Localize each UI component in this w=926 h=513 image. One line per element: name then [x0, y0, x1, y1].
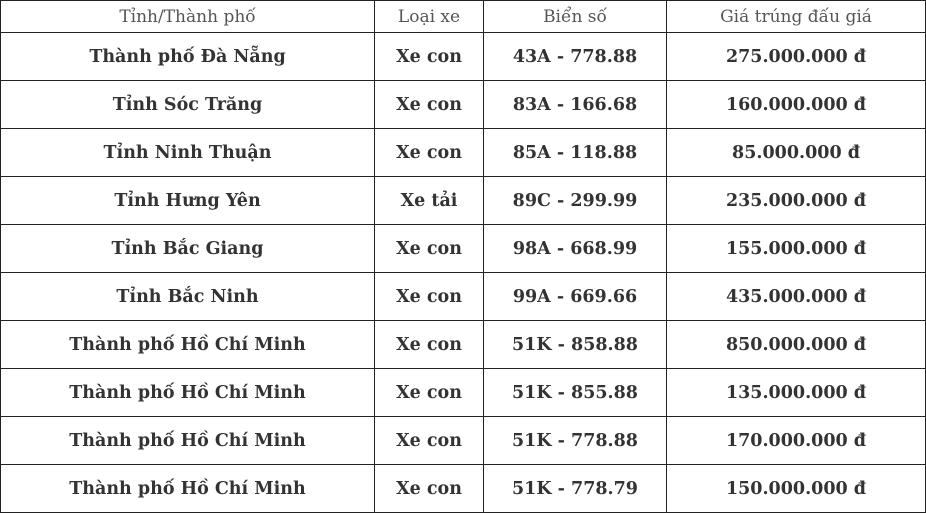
- cell-plate-number: 83A - 166.68: [483, 80, 667, 129]
- cell-plate-number: 99A - 669.66: [483, 272, 667, 321]
- cell-province: Thành phố Hồ Chí Minh: [0, 320, 375, 369]
- table-row: Tỉnh Ninh Thuận Xe con 85A - 118.88 85.000.…: [0, 128, 926, 177]
- cell-plate-number: 51K - 778.88: [483, 416, 667, 465]
- header-vehicle-type: Loại xe: [374, 0, 484, 33]
- header-winning-price: Giá trúng đấu giá: [666, 0, 926, 33]
- cell-vehicle-type: Xe con: [374, 464, 484, 513]
- cell-plate-number: 51K - 855.88: [483, 368, 667, 417]
- table-row: Thành phố Hồ Chí Minh Xe con 51K - 855.88 1…: [0, 368, 926, 417]
- header-province: Tỉnh/Thành phố: [0, 0, 375, 33]
- cell-province: Thành phố Đà Nẵng: [0, 32, 375, 81]
- table-row: Tỉnh Bắc Ninh Xe con 99A - 669.66 435.000.0…: [0, 272, 926, 321]
- cell-province: Tỉnh Sóc Trăng: [0, 80, 375, 129]
- cell-province: Tỉnh Hưng Yên: [0, 176, 375, 225]
- table-row: Thành phố Hồ Chí Minh Xe con 51K - 778.79 1…: [0, 464, 926, 513]
- header-row: Tỉnh/Thành phố Loại xe Biển số Giá trúng đấ…: [0, 0, 926, 33]
- cell-winning-price: 170.000.000 đ: [666, 416, 926, 465]
- cell-winning-price: 850.000.000 đ: [666, 320, 926, 369]
- cell-province: Tỉnh Bắc Giang: [0, 224, 375, 273]
- table-row: Tỉnh Bắc Giang Xe con 98A - 668.99 155.000.…: [0, 224, 926, 273]
- cell-vehicle-type: Xe con: [374, 224, 484, 273]
- cell-vehicle-type: Xe con: [374, 416, 484, 465]
- cell-winning-price: 435.000.000 đ: [666, 272, 926, 321]
- table-row: Thành phố Hồ Chí Minh Xe con 51K - 858.88 8…: [0, 320, 926, 369]
- cell-province: Thành phố Hồ Chí Minh: [0, 416, 375, 465]
- cell-vehicle-type: Xe tải: [374, 176, 484, 225]
- cell-plate-number: 51K - 858.88: [483, 320, 667, 369]
- cell-vehicle-type: Xe con: [374, 320, 484, 369]
- cell-plate-number: 85A - 118.88: [483, 128, 667, 177]
- table-row: Thành phố Đà Nẵng Xe con 43A - 778.88 275.0…: [0, 32, 926, 81]
- table-row: Tỉnh Hưng Yên Xe tải 89C - 299.99 235.000.0…: [0, 176, 926, 225]
- cell-plate-number: 43A - 778.88: [483, 32, 667, 81]
- cell-plate-number: 51K - 778.79: [483, 464, 667, 513]
- cell-vehicle-type: Xe con: [374, 32, 484, 81]
- cell-vehicle-type: Xe con: [374, 80, 484, 129]
- table-row: Tỉnh Sóc Trăng Xe con 83A - 166.68 160.000.…: [0, 80, 926, 129]
- cell-winning-price: 155.000.000 đ: [666, 224, 926, 273]
- cell-plate-number: 89C - 299.99: [483, 176, 667, 225]
- cell-province: Tỉnh Bắc Ninh: [0, 272, 375, 321]
- cell-vehicle-type: Xe con: [374, 368, 484, 417]
- cell-vehicle-type: Xe con: [374, 128, 484, 177]
- cell-winning-price: 235.000.000 đ: [666, 176, 926, 225]
- cell-plate-number: 98A - 668.99: [483, 224, 667, 273]
- table-row: Thành phố Hồ Chí Minh Xe con 51K - 778.88 1…: [0, 416, 926, 465]
- cell-province: Tỉnh Ninh Thuận: [0, 128, 375, 177]
- cell-vehicle-type: Xe con: [374, 272, 484, 321]
- cell-winning-price: 150.000.000 đ: [666, 464, 926, 513]
- cell-province: Thành phố Hồ Chí Minh: [0, 464, 375, 513]
- cell-province: Thành phố Hồ Chí Minh: [0, 368, 375, 417]
- cell-winning-price: 160.000.000 đ: [666, 80, 926, 129]
- cell-winning-price: 135.000.000 đ: [666, 368, 926, 417]
- cell-winning-price: 85.000.000 đ: [666, 128, 926, 177]
- header-plate-number: Biển số: [483, 0, 667, 33]
- cell-winning-price: 275.000.000 đ: [666, 32, 926, 81]
